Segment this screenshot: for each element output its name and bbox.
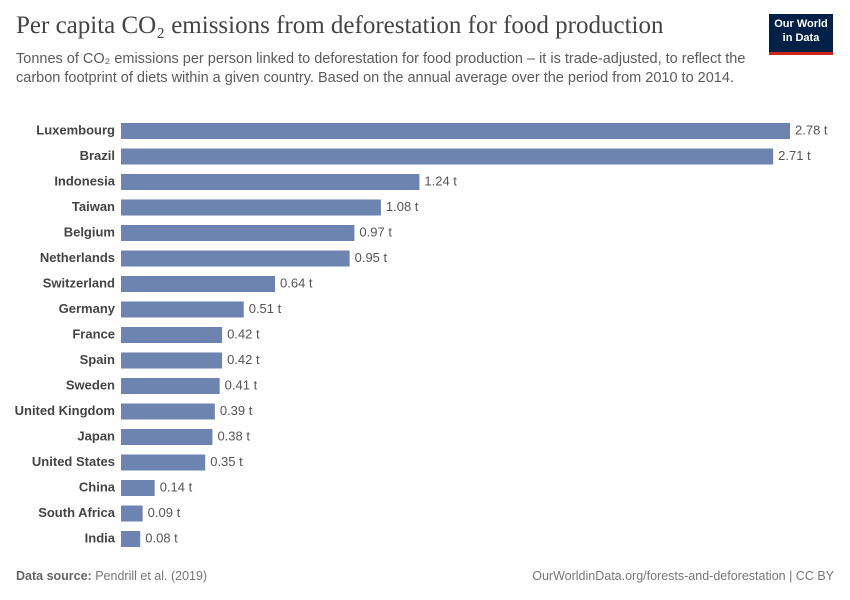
category-label: France	[72, 326, 115, 341]
value-label: 0.97 t	[359, 224, 392, 239]
chart-subtitle: Tonnes of CO₂ emissions per person linke…	[16, 51, 746, 86]
category-label: Spain	[80, 352, 115, 367]
bar	[121, 148, 774, 165]
category-label: Indonesia	[54, 173, 115, 188]
bar	[121, 378, 220, 394]
value-label: 0.64 t	[280, 275, 313, 290]
category-label: Switzerland	[43, 275, 115, 290]
bar	[121, 480, 155, 496]
category-label: Japan	[77, 428, 115, 443]
category-label: South Africa	[38, 505, 116, 520]
category-label: Luxembourg	[36, 122, 115, 137]
footer[interactable]: OurWorldinData.org/forests-and-deforesta…	[532, 569, 834, 583]
category-label: Sweden	[66, 377, 115, 392]
value-label: 0.51 t	[249, 301, 282, 316]
bar	[121, 403, 215, 420]
category-label: India	[85, 530, 116, 545]
category-label: China	[79, 479, 116, 494]
value-label: 2.78 t	[795, 122, 828, 137]
bar	[121, 174, 420, 190]
bar	[121, 429, 213, 445]
bar	[121, 327, 223, 343]
value-label: 0.35 t	[210, 454, 243, 469]
source: Data source: Pendrill et al. (2019)	[16, 569, 207, 583]
bar	[121, 276, 276, 292]
logo[interactable]: Our World in Data	[769, 14, 833, 55]
value-label: 0.42 t	[227, 326, 260, 341]
value-label: 0.39 t	[220, 403, 253, 418]
source-label: Data source:	[16, 569, 92, 583]
bar	[121, 225, 355, 241]
category-label: Belgium	[64, 224, 115, 239]
value-label: 1.08 t	[386, 199, 419, 214]
category-label: Germany	[59, 301, 116, 316]
bar	[121, 199, 381, 216]
value-label: 0.95 t	[355, 250, 388, 265]
bar	[121, 531, 141, 547]
bar	[121, 505, 143, 522]
category-label: Brazil	[80, 148, 115, 163]
category-label: Netherlands	[40, 250, 115, 265]
source-text[interactable]: Pendrill et al. (2019)	[95, 569, 208, 583]
bar	[121, 301, 244, 318]
category-label: Taiwan	[72, 199, 115, 214]
category-label: United Kingdom	[15, 403, 115, 418]
bar	[121, 123, 790, 139]
chart-title: Per capita CO₂ emissions from deforestat…	[16, 12, 664, 39]
value-label: 0.08 t	[145, 530, 178, 545]
value-label: 2.71 t	[778, 148, 811, 163]
bar	[121, 352, 223, 369]
value-label: 0.09 t	[148, 505, 181, 520]
logo-line: in Data	[782, 32, 820, 44]
category-label: United States	[32, 454, 115, 469]
value-label: 0.14 t	[160, 479, 193, 494]
value-label: 0.41 t	[225, 377, 258, 392]
chart: Luxembourg 2.78 t Brazil 2.71 t Indonesia 1.2…	[15, 122, 828, 547]
bar	[121, 250, 350, 267]
logo-line: Our World	[774, 18, 828, 30]
bar	[121, 454, 206, 471]
value-label: 0.38 t	[217, 428, 250, 443]
value-label: 0.42 t	[227, 352, 260, 367]
value-label: 1.24 t	[424, 173, 457, 188]
